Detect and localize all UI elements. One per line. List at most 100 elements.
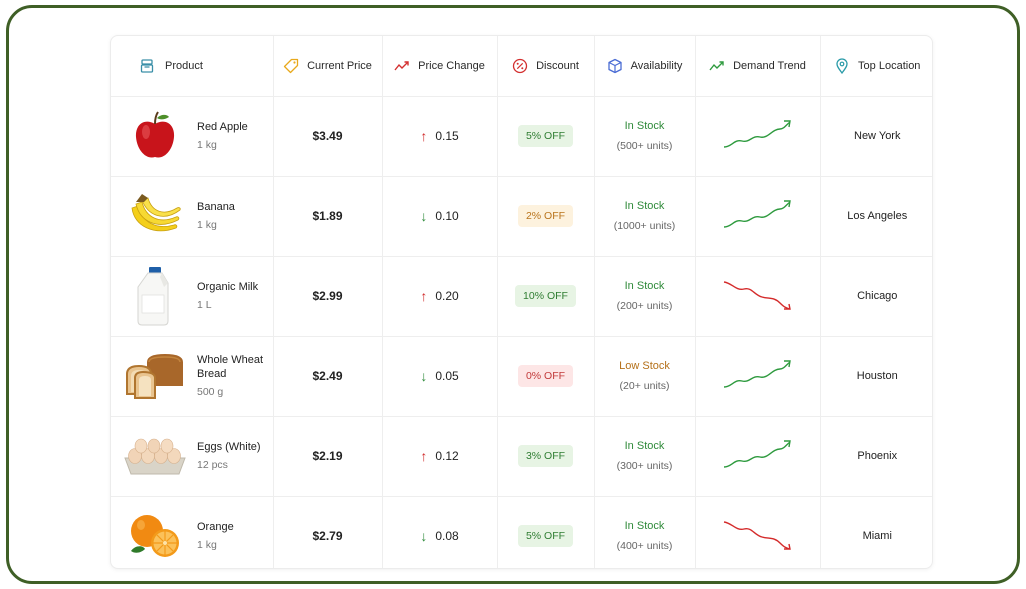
- price-change-value: 0.10: [435, 208, 459, 223]
- stock-status: In Stock: [624, 520, 665, 532]
- product-name: Orange: [197, 521, 234, 533]
- column-header-discount[interactable]: Discount: [497, 36, 595, 97]
- table-row[interactable]: Orange 1 kg $2.79 ↓ 0.08 5% OFF In Stock (…: [111, 496, 932, 568]
- trend-up-sparkline: [723, 359, 791, 388]
- table-row[interactable]: Whole Wheat Bread 500 g $2.49 ↓ 0.05 0% O…: [111, 336, 932, 417]
- location-cell: Los Angeles: [820, 176, 932, 257]
- demand-trend-cell: [695, 256, 821, 337]
- availability-cell: In Stock (200+ units): [594, 256, 696, 337]
- column-header-current-price[interactable]: Current Price: [273, 36, 383, 97]
- stock-units: (500+ units): [616, 140, 673, 152]
- location-cell: Phoenix: [820, 416, 932, 497]
- price-change-cell: ↑ 0.12: [382, 416, 498, 497]
- table-row[interactable]: Red Apple 1 kg $3.49 ↑ 0.15 5% OFF In Sto…: [111, 96, 932, 177]
- top-location: Houston: [856, 370, 898, 382]
- price-cell: $3.49: [273, 96, 383, 177]
- column-header-availability[interactable]: Availability: [594, 36, 696, 97]
- column-label: Product: [165, 59, 203, 72]
- discount-badge: 10% OFF: [515, 285, 576, 307]
- availability-cell: In Stock (500+ units): [594, 96, 696, 177]
- trending-up-icon: [709, 61, 724, 71]
- demand-trend-cell: [695, 416, 821, 497]
- product-size: 1 kg: [197, 539, 217, 551]
- column-header-product[interactable]: Product: [111, 36, 274, 97]
- price-change-value: 0.20: [435, 288, 459, 303]
- product-name: Whole Wheat Bread: [197, 354, 264, 380]
- product-cell: Banana 1 kg: [111, 176, 274, 257]
- banana-image: [119, 186, 191, 246]
- top-location: Miami: [862, 530, 892, 542]
- location-cell: New York: [820, 96, 932, 177]
- product-size: 12 pcs: [197, 459, 228, 471]
- basket-icon: [140, 59, 154, 73]
- product-name: Organic Milk: [197, 281, 259, 293]
- product-cell: Whole Wheat Bread 500 g: [111, 336, 274, 417]
- orange-image: [119, 506, 191, 566]
- table-row[interactable]: Banana 1 kg $1.89 ↓ 0.10 2% OFF In Stock (…: [111, 176, 932, 257]
- top-location: Phoenix: [857, 450, 898, 462]
- top-location: New York: [854, 130, 901, 142]
- product-size: 1 kg: [197, 219, 217, 231]
- arrow-up-icon: ↑: [420, 127, 428, 144]
- column-label: Top Location: [858, 59, 921, 72]
- current-price: $2.19: [312, 449, 343, 463]
- stock-status: In Stock: [624, 120, 665, 132]
- product-size: 1 kg: [197, 139, 217, 151]
- eggs-image: [119, 426, 191, 486]
- product-table-card: Product Current Price: [110, 35, 933, 569]
- product-table: Product Current Price: [111, 36, 932, 568]
- percent-icon: [512, 58, 528, 73]
- discount-cell: 2% OFF: [497, 176, 595, 257]
- trend-down-sparkline: [723, 520, 791, 550]
- table-row[interactable]: Organic Milk 1 L $2.99 ↑ 0.20 10% OFF In …: [111, 256, 932, 337]
- demand-trend-cell: [695, 496, 821, 568]
- product-size: 500 g: [197, 386, 224, 398]
- discount-badge: 5% OFF: [517, 125, 574, 147]
- stock-status: In Stock: [624, 280, 665, 292]
- discount-cell: 5% OFF: [497, 96, 595, 177]
- availability-cell: In Stock (1000+ units): [594, 176, 696, 257]
- availability-cell: In Stock (400+ units): [594, 496, 696, 568]
- location-cell: Houston: [820, 336, 932, 417]
- price-change-cell: ↓ 0.10: [382, 176, 498, 257]
- stock-units: (1000+ units): [613, 220, 676, 232]
- price-cell: $2.99: [273, 256, 383, 337]
- product-name: Red Apple: [197, 121, 248, 133]
- arrow-up-icon: ↑: [420, 447, 428, 464]
- product-name: Eggs (White): [197, 441, 261, 453]
- column-header-demand-trend[interactable]: Demand Trend: [695, 36, 821, 97]
- price-change-cell: ↑ 0.15: [382, 96, 498, 177]
- column-label: Demand Trend: [733, 59, 806, 72]
- trend-up-sparkline: [723, 199, 791, 228]
- arrow-down-icon: ↓: [420, 207, 428, 224]
- discount-cell: 3% OFF: [497, 416, 595, 497]
- stock-status: In Stock: [624, 200, 665, 212]
- availability-cell: Low Stock (20+ units): [594, 336, 696, 417]
- stock-status: In Stock: [624, 440, 665, 452]
- stock-units: (200+ units): [616, 300, 673, 312]
- product-cell: Eggs (White) 12 pcs: [111, 416, 274, 497]
- product-size: 1 L: [197, 299, 212, 311]
- product-cell: Red Apple 1 kg: [111, 96, 274, 177]
- current-price: $3.49: [312, 129, 343, 143]
- outer-frame: Product Current Price: [6, 5, 1020, 584]
- top-location: Los Angeles: [847, 210, 908, 222]
- trend-up-sparkline: [723, 119, 791, 148]
- current-price: $2.49: [312, 369, 343, 383]
- column-label: Price Change: [418, 59, 485, 72]
- milk-jug-image: [119, 266, 191, 326]
- price-change-cell: ↑ 0.20: [382, 256, 498, 337]
- discount-badge: 0% OFF: [517, 365, 574, 387]
- trend-line-icon: [394, 61, 409, 71]
- price-cell: $2.19: [273, 416, 383, 497]
- column-header-top-location[interactable]: Top Location: [820, 36, 932, 97]
- table-row[interactable]: Eggs (White) 12 pcs $2.19 ↑ 0.12 3% OFF I…: [111, 416, 932, 497]
- column-header-price-change[interactable]: Price Change: [382, 36, 498, 97]
- price-change-cell: ↓ 0.05: [382, 336, 498, 417]
- box-icon: [607, 58, 622, 73]
- top-location: Chicago: [857, 290, 898, 302]
- current-price: $2.79: [312, 529, 343, 543]
- demand-trend-cell: [695, 96, 821, 177]
- red-apple-image: [119, 106, 191, 166]
- column-label: Availability: [630, 59, 683, 72]
